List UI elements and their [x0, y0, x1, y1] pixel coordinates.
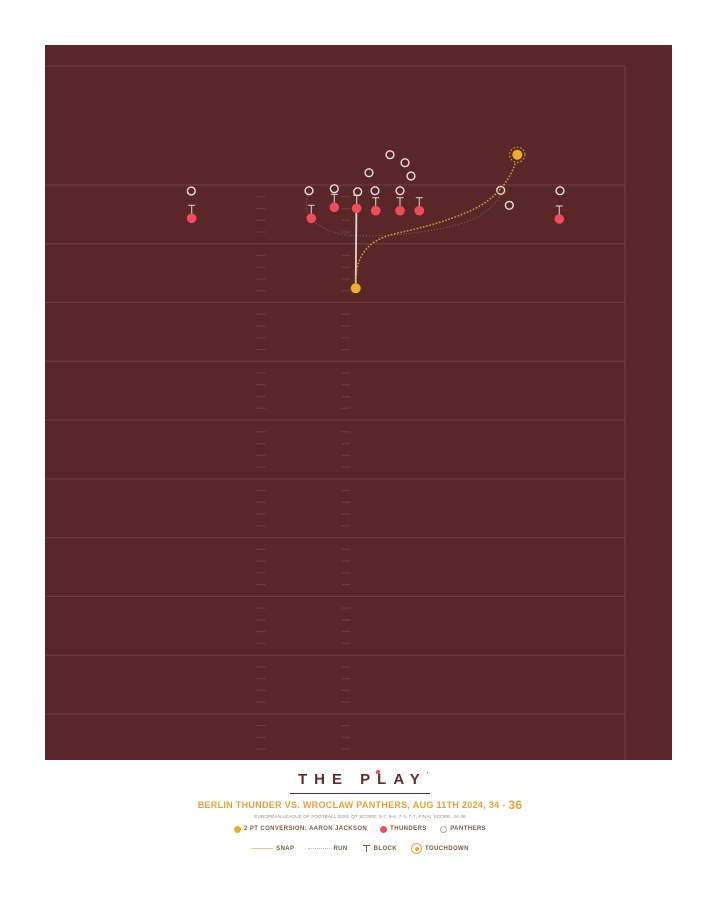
matchup-subtitle: BERLIN THUNDER VS. WROCLAW PANTHERS, AUG…: [0, 798, 720, 812]
panther-player: [496, 185, 506, 195]
legend-players: 2 PT CONVERSION: AARON JACKSON THUNDERS …: [0, 825, 720, 833]
thunder-player: [186, 213, 197, 224]
thunder-player: [306, 213, 317, 224]
thunder-player: [395, 205, 405, 216]
touchdown-icon: [411, 843, 422, 854]
legend-label: BLOCK: [373, 845, 397, 852]
title-letter: L: [377, 771, 394, 788]
legend-item-thunders: THUNDERS: [380, 825, 427, 833]
snap-line: [354, 208, 358, 286]
panther-player: [370, 186, 380, 196]
fine-print: EUROPEAN LEAGUE OF FOOTBALL 2024, QT SCO…: [254, 814, 466, 819]
final-score-highlight: 36: [508, 797, 523, 812]
panther-player: [504, 200, 514, 210]
thunder-player: [414, 205, 425, 216]
panther-player: [186, 186, 196, 196]
conversion-run-path: [354, 162, 517, 284]
panther-player: [353, 187, 363, 197]
gold-dot-icon: [234, 825, 242, 833]
panther-player: [555, 186, 565, 196]
panther-player: [385, 150, 395, 160]
thunder-player: [329, 202, 340, 213]
legend-label: PANTHERS: [450, 826, 486, 833]
touchdown-marker: [512, 149, 523, 160]
pursuit-run-path: [305, 192, 502, 237]
legend-item-snap: SNAP: [251, 846, 294, 852]
title-accent-dot-icon: [376, 770, 380, 774]
legend-item-panthers: PANTHERS: [439, 825, 486, 833]
legend-item-conversion: 2 PT CONVERSION: AARON JACKSON: [234, 825, 368, 833]
legend-item-run: RUN: [308, 846, 347, 852]
title-text-pre: THE P: [297, 771, 378, 788]
panther-player: [364, 168, 374, 178]
legend-label: SNAP: [276, 845, 295, 852]
title-trademark: ': [426, 772, 429, 778]
snap-line-icon: [251, 848, 274, 849]
legend-label: RUN: [333, 845, 348, 852]
title-text-post: AY: [393, 771, 427, 788]
legend-item-block: BLOCK: [362, 845, 397, 852]
touchdown-ring: [509, 146, 526, 163]
thunder-player: [554, 214, 565, 224]
open-circle-icon: [439, 825, 448, 833]
panther-player: [400, 158, 410, 168]
title-letter-accent: L: [376, 770, 394, 789]
red-dot-icon: [380, 825, 388, 833]
panther-player: [304, 186, 314, 196]
legend-label: THUNDERS: [390, 826, 427, 833]
block-icon: [362, 845, 371, 852]
panther-player: [395, 186, 405, 196]
football-field: [45, 45, 672, 760]
poster-title: THE PL AY': [289, 770, 431, 794]
panther-player: [329, 184, 339, 194]
matchup-text: BERLIN THUNDER VS. WROCLAW PANTHERS, AUG…: [197, 799, 509, 810]
thunder-player: [351, 203, 362, 214]
panther-player: [406, 171, 416, 181]
legend-symbols: SNAP RUN BLOCK TOUCHDOWN: [0, 843, 720, 854]
legend-item-touchdown: TOUCHDOWN: [411, 843, 469, 854]
play-diagram: [45, 65, 626, 760]
legend-label: TOUCHDOWN: [425, 845, 469, 852]
legend-label: 2 PT CONVERSION: AARON JACKSON: [244, 826, 368, 833]
thunder-player: [370, 205, 381, 216]
caption-block: THE PL AY' BERLIN THUNDER VS. WROCLAW PAN…: [0, 770, 720, 854]
run-line-icon: [308, 848, 331, 849]
ball-carrier: [350, 283, 361, 294]
